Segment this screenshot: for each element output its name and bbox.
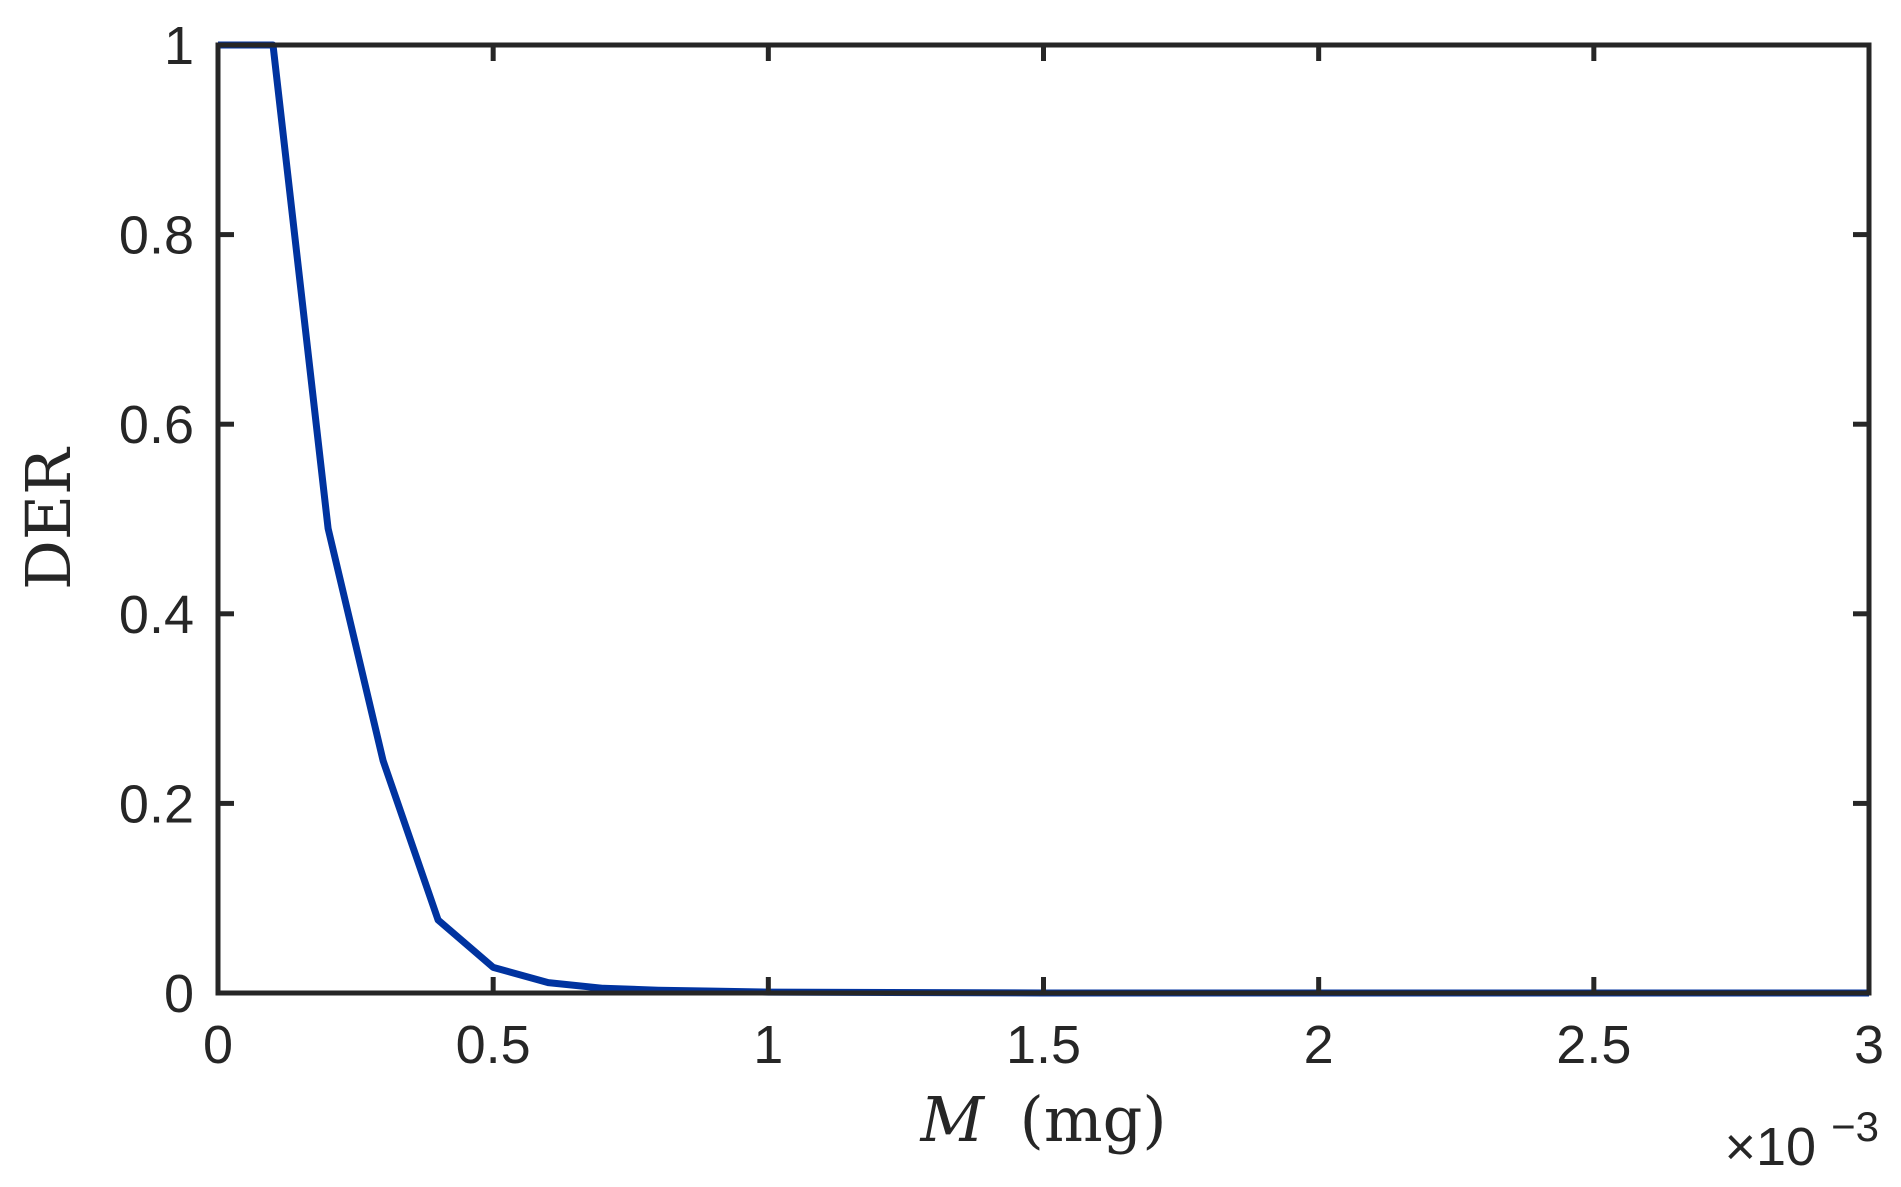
y-axis-label: DER bbox=[12, 446, 85, 590]
y-tick-label: 0 bbox=[164, 964, 194, 1024]
x-axis-multiplier-exponent: −3 bbox=[1831, 1103, 1879, 1150]
x-tick-label: 0.5 bbox=[456, 1015, 531, 1075]
plot-frame bbox=[215, 42, 1872, 996]
tick-labels-layer: 0 0.5 1 1.5 2 2.5 3 0 0.2 0.4 0.6 0.8 1 bbox=[119, 16, 1884, 1075]
x-axis-unit: (mg) bbox=[1020, 1083, 1167, 1156]
y-tick-label: 1 bbox=[164, 16, 194, 76]
x-tick-label: 1.5 bbox=[1006, 1015, 1081, 1075]
x-tick-label: 3 bbox=[1854, 1015, 1884, 1075]
x-axis-label: M (mg) bbox=[919, 1083, 1166, 1156]
x-tick-label: 2.5 bbox=[1556, 1015, 1631, 1075]
x-axis-multiplier: ×10 −3 bbox=[1724, 1103, 1879, 1177]
x-tick-label: 0 bbox=[203, 1015, 233, 1075]
x-axis-variable: M bbox=[919, 1083, 985, 1156]
y-tick-label: 0.8 bbox=[119, 206, 194, 266]
y-tick-label: 0.4 bbox=[119, 585, 194, 645]
x-tick-label: 1 bbox=[753, 1015, 783, 1075]
y-tick-label: 0.2 bbox=[119, 774, 194, 834]
x-axis-multiplier-base: ×10 bbox=[1724, 1117, 1816, 1177]
y-tick-label: 0.6 bbox=[119, 395, 194, 455]
x-tick-label: 2 bbox=[1304, 1015, 1334, 1075]
